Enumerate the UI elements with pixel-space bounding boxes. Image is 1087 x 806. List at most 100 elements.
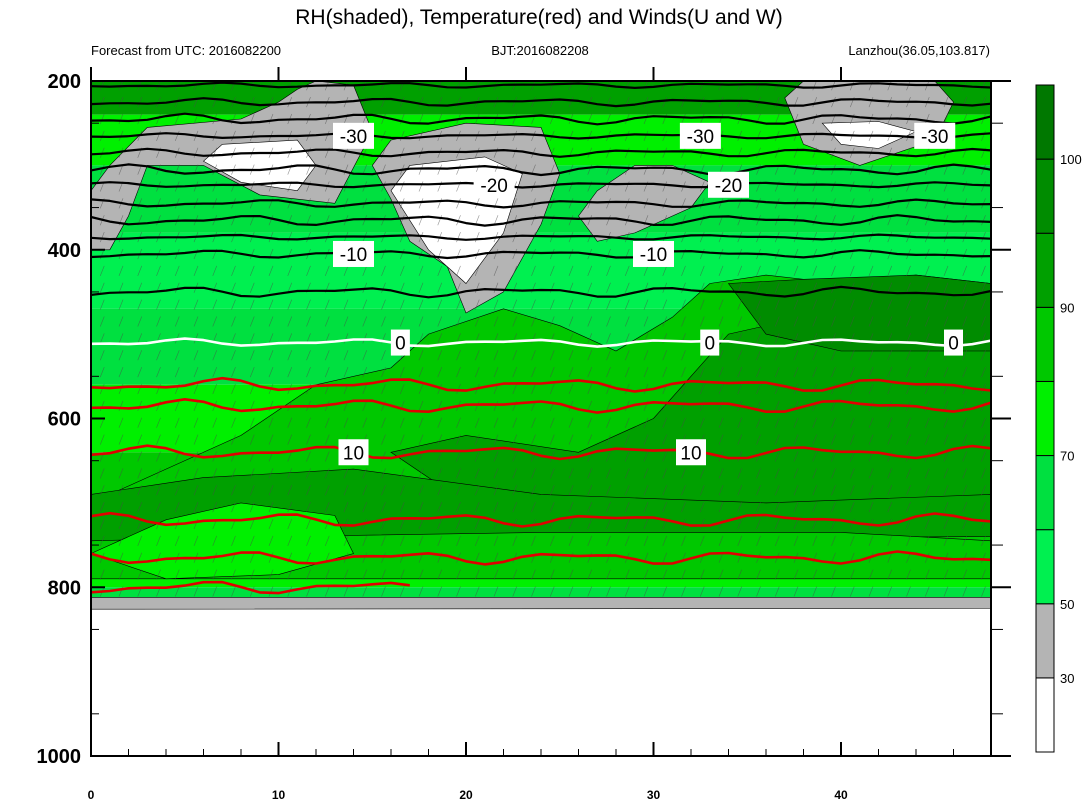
wind-barb: [174, 113, 180, 125]
wind-barb: [962, 417, 968, 428]
wind-barb: [474, 366, 480, 378]
wind-barb: [774, 350, 780, 361]
wind-barb: [906, 282, 911, 293]
wind-barb: [568, 198, 574, 209]
wind-barb: [174, 569, 180, 580]
wind-barb: [568, 485, 574, 496]
wind-barb: [793, 569, 799, 580]
wind-barb: [99, 468, 105, 479]
wind-barb: [681, 501, 686, 513]
wind-barb: [418, 485, 424, 496]
wind-barb: [606, 586, 611, 597]
wind-barb: [306, 468, 311, 479]
wind-barb: [343, 316, 349, 327]
wind-barb: [643, 586, 649, 597]
wind-barb: [831, 366, 836, 378]
wind-barb: [212, 586, 218, 597]
wind-barb: [662, 586, 668, 597]
wind-barb: [456, 569, 461, 580]
wind-barb: [587, 198, 593, 209]
wind-barb: [306, 485, 311, 496]
wind-barb: [868, 501, 874, 513]
wind-barb: [887, 299, 893, 310]
wind-barb: [887, 485, 893, 496]
wind-barb: [587, 333, 593, 344]
wind-barb: [137, 198, 143, 209]
contour-label-box: [633, 240, 674, 267]
wind-barb: [193, 417, 199, 428]
wind-barb: [231, 333, 236, 344]
wind-barb: [906, 383, 911, 395]
wind-barb: [756, 417, 761, 428]
wind-barb: [981, 181, 986, 192]
wind-barb: [268, 468, 274, 479]
wind-barb: [287, 96, 293, 108]
wind-barb: [474, 350, 480, 361]
wind-barb: [756, 282, 761, 293]
wind-barb: [249, 333, 255, 344]
isotherm-line: [90, 580, 410, 595]
wind-barb: [287, 265, 293, 276]
wind-barb: [868, 299, 874, 310]
wind-barb: [156, 485, 161, 496]
wind-barb: [568, 265, 574, 276]
wind-barb: [831, 316, 836, 327]
wind-barb: [681, 383, 686, 395]
contour-label-box: [708, 171, 749, 198]
wind-barb: [249, 535, 255, 546]
wind-barb: [587, 468, 593, 479]
contour-label: -30: [340, 127, 367, 148]
wind-barb: [793, 434, 799, 445]
wind-barb: [549, 501, 555, 513]
wind-barb: [587, 586, 593, 597]
wind-barb: [774, 248, 780, 260]
wind-barb: [943, 518, 949, 530]
wind-barb: [512, 451, 518, 462]
wind-barb: [962, 468, 968, 479]
wind-barb: [774, 333, 780, 344]
wind-barb: [737, 451, 743, 462]
wind-barb: [268, 485, 274, 496]
wind-barb: [212, 485, 218, 496]
colorbar-swatch: [1035, 380, 1055, 457]
wind-barb: [137, 366, 143, 378]
isotherm-line: [90, 214, 992, 227]
wind-barb: [174, 535, 180, 546]
wind-barb: [324, 586, 330, 597]
wind-barb: [212, 164, 218, 175]
wind-barb: [699, 586, 705, 597]
wind-barb: [474, 231, 480, 243]
wind-barb: [624, 299, 630, 310]
wind-barb: [756, 501, 761, 513]
wind-barb: [943, 451, 949, 462]
wind-barb: [231, 265, 236, 276]
wind-barb: [137, 400, 143, 411]
wind-barb: [381, 569, 386, 580]
wind-barb: [399, 535, 405, 546]
wind-barb: [887, 434, 893, 445]
wind-barb: [531, 231, 536, 243]
wind-barb: [831, 434, 836, 445]
wind-barb: [793, 451, 799, 462]
wind-barb: [812, 265, 818, 276]
wind-barb: [624, 586, 630, 597]
wind-barb: [868, 468, 874, 479]
wind-barb: [118, 451, 124, 462]
wind-barb: [456, 468, 461, 479]
wind-barb: [362, 485, 368, 496]
wind-barb: [962, 552, 968, 563]
wind-barb: [812, 535, 818, 546]
wind-barb: [549, 248, 555, 260]
wind-barb: [324, 350, 330, 361]
wind-barb: [906, 535, 911, 546]
wind-barb: [662, 485, 668, 496]
wind-barb: [831, 569, 836, 580]
wind-barb: [737, 535, 743, 546]
wind-barb: [212, 501, 218, 513]
wind-barb: [174, 501, 180, 513]
wind-barb: [662, 417, 668, 428]
wind-barb: [493, 316, 499, 327]
wind-barb: [606, 198, 611, 209]
wind-barb: [474, 265, 480, 276]
